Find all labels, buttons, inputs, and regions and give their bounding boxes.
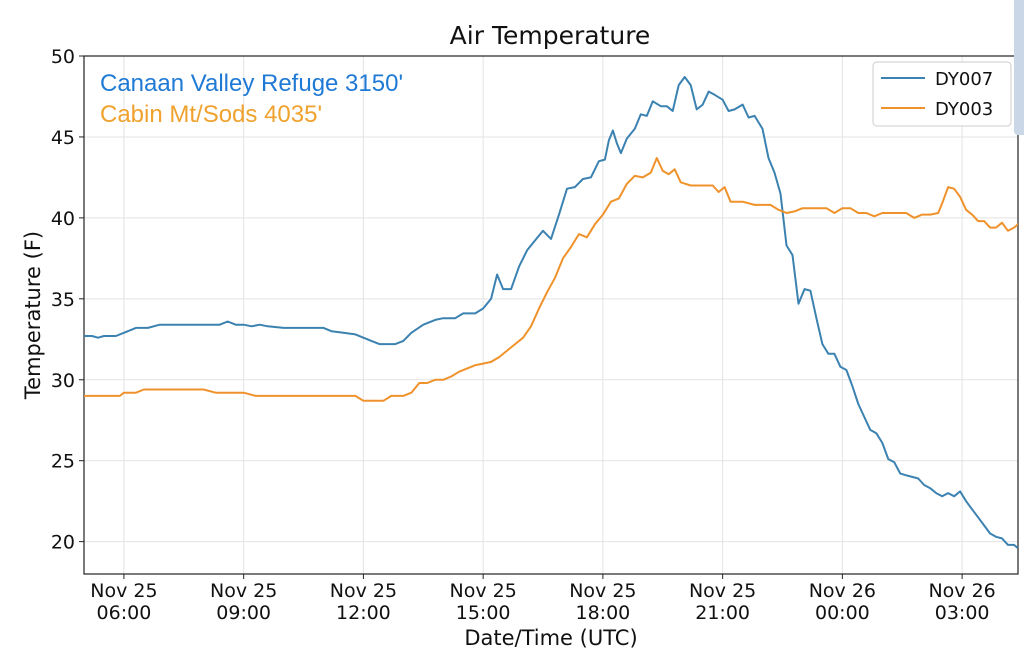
x-tick-label-date: Nov 25 bbox=[210, 580, 277, 602]
plot-area-frame bbox=[83, 55, 1019, 575]
y-tick-label: 20 bbox=[51, 532, 75, 554]
y-tick-label: 25 bbox=[51, 451, 75, 473]
x-tick-label-date: Nov 25 bbox=[449, 580, 516, 602]
annotation-canaan-valley: Canaan Valley Refuge 3150' bbox=[100, 70, 403, 97]
y-axis-label: Temperature (F) bbox=[21, 231, 45, 400]
y-axis-ticks: 20 25 30 35 40 45 50 bbox=[51, 46, 84, 554]
legend-label-dy003: DY003 bbox=[935, 99, 993, 120]
x-tick-label-date: Nov 25 bbox=[569, 580, 636, 602]
y-tick-label: 30 bbox=[51, 370, 75, 392]
legend-label-dy007: DY007 bbox=[935, 69, 993, 90]
x-tick-label-time: 00:00 bbox=[815, 602, 870, 624]
x-tick-label-time: 09:00 bbox=[216, 602, 271, 624]
x-tick-label-date: Nov 25 bbox=[689, 580, 756, 602]
window-edge-strip bbox=[1014, 0, 1024, 135]
annotation-cabin-mt: Cabin Mt/Sods 4035' bbox=[100, 101, 322, 128]
x-tick-label-time: 12:00 bbox=[336, 602, 391, 624]
x-tick-label-date: Nov 25 bbox=[90, 580, 157, 602]
x-tick-label-time: 06:00 bbox=[97, 602, 152, 624]
legend: DY007 DY003 bbox=[872, 61, 1012, 127]
series-lines bbox=[84, 76, 1018, 549]
x-axis-label: Date/Time (UTC) bbox=[464, 626, 637, 650]
x-tick-label-date: Nov 25 bbox=[330, 580, 397, 602]
x-tick-label-time: 18:00 bbox=[576, 602, 631, 624]
y-tick-label: 35 bbox=[51, 289, 75, 311]
x-tick-label-date: Nov 26 bbox=[928, 580, 995, 602]
x-tick-label-time: 21:00 bbox=[695, 602, 750, 624]
chart-title: Air Temperature bbox=[450, 21, 651, 50]
x-tick-label-date: Nov 26 bbox=[809, 580, 876, 602]
series-line-dy003 bbox=[84, 157, 1018, 402]
series-line-dy007 bbox=[84, 76, 1018, 549]
y-tick-label: 50 bbox=[51, 46, 75, 68]
y-tick-label: 45 bbox=[51, 127, 75, 149]
y-tick-label: 40 bbox=[51, 208, 75, 230]
grid-lines bbox=[84, 55, 1018, 574]
x-tick-label-time: 15:00 bbox=[456, 602, 511, 624]
x-tick-label-time: 03:00 bbox=[935, 602, 990, 624]
